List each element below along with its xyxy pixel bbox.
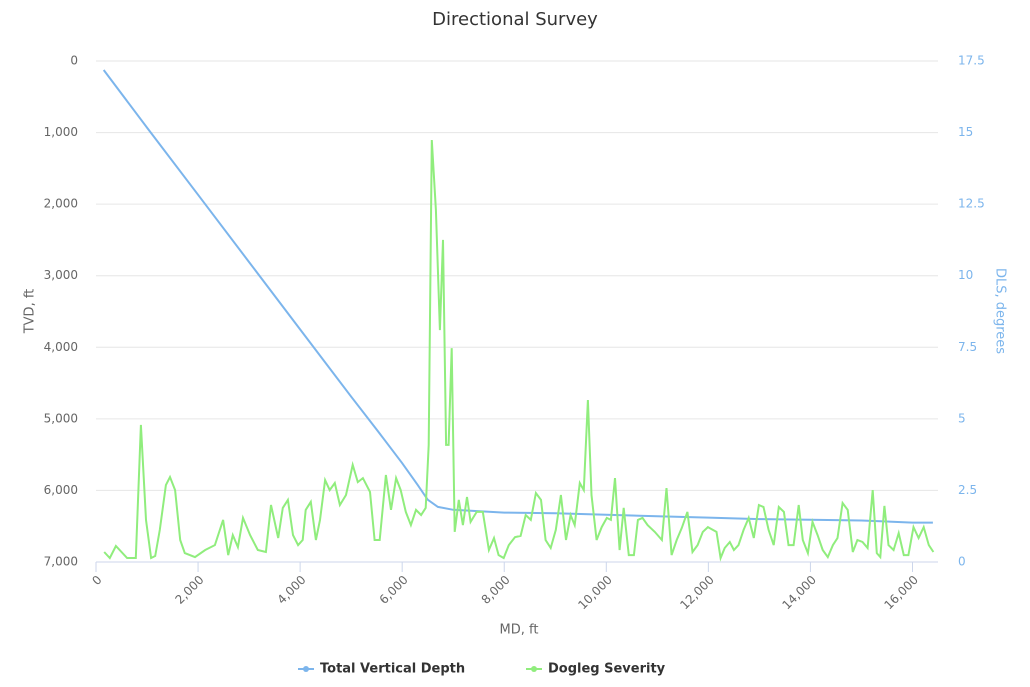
y2-tick-label: 2.5 [958,483,977,497]
y2-axis-title: DLS, degrees [993,268,1008,354]
y-tick-label: 1,000 [44,125,78,139]
y-tick-label: 5,000 [44,411,78,425]
y-tick-label: 7,000 [44,555,78,569]
y2-tick-label: 10 [958,268,973,282]
legend-symbol-marker [303,666,309,672]
legend-label[interactable]: Total Vertical Depth [320,662,465,677]
y-tick-label: 6,000 [44,483,78,497]
y2-tick-label: 7.5 [958,340,977,354]
y-tick-label: 4,000 [44,340,78,354]
y2-tick-label: 17.5 [958,54,985,68]
y2-tick-label: 12.5 [958,197,985,211]
y-axis-title: TVD, ft [23,289,38,335]
y2-tick-label: 15 [958,125,973,139]
y2-tick-label: 5 [958,411,966,425]
x-axis-title: MD, ft [500,623,539,638]
y-tick-label: 0 [70,54,78,68]
series-line [103,139,935,562]
y-tick-label: 2,000 [44,197,78,211]
y-tick-label: 3,000 [44,268,78,282]
legend-symbol-marker [531,666,537,672]
y2-tick-label: 0 [958,555,966,569]
chart-title: Directional Survey [432,9,598,30]
legend-label[interactable]: Dogleg Severity [548,662,666,677]
